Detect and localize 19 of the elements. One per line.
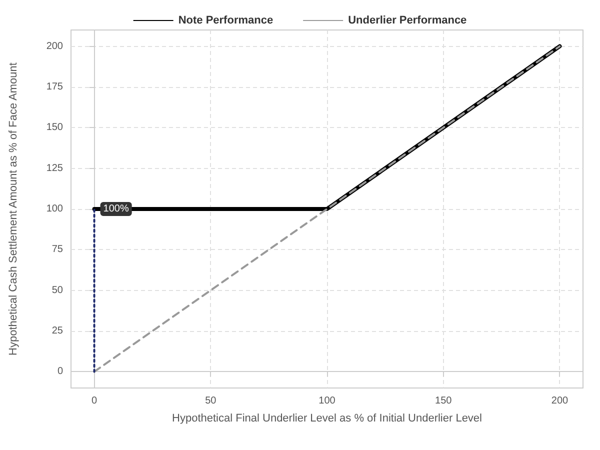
x-tick-label: 150	[435, 396, 452, 406]
y-tick-label: 0	[57, 366, 64, 378]
x-tick-label: 0	[91, 396, 98, 406]
x-tick-label: 200	[551, 396, 569, 406]
y-tick-label: 75	[52, 244, 64, 256]
legend-label: Note Performance	[178, 14, 274, 26]
y-tick-label: 200	[46, 40, 64, 52]
y-axis-title: Hypothetical Cash Settlement Amount as % of Face Amount	[8, 62, 20, 356]
y-tick-label: 125	[46, 162, 64, 174]
y-tick-label: 100	[46, 204, 64, 214]
y-tick-label: 150	[46, 122, 64, 134]
y-tick-label: 50	[52, 284, 64, 296]
x-tick-label: 50	[205, 396, 217, 406]
annotation: 100%	[103, 204, 129, 214]
x-axis-title: Hypothetical Final Underlier Level as % of Initial Underlier Level	[172, 412, 482, 424]
legend-label: Underlier Performance	[348, 14, 467, 26]
x-tick-label: 100	[318, 396, 336, 406]
y-tick-label: 25	[52, 326, 64, 337]
y-tick-label: 175	[46, 81, 64, 92]
